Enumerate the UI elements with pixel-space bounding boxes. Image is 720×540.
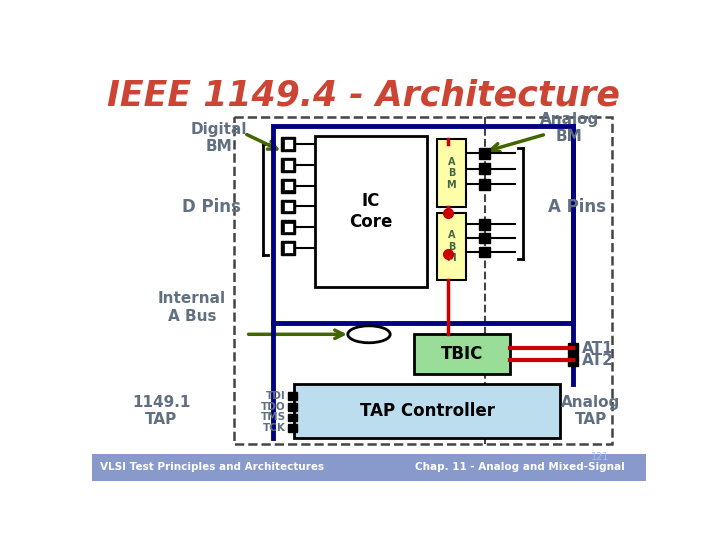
- Bar: [282, 200, 295, 213]
- Bar: [284, 139, 293, 148]
- Bar: [288, 392, 297, 400]
- Bar: [479, 179, 490, 190]
- Bar: [479, 247, 490, 257]
- Bar: [273, 126, 573, 323]
- Bar: [282, 179, 295, 193]
- Bar: [294, 384, 560, 438]
- Text: TMS: TMS: [261, 413, 286, 422]
- Text: VLSI Test Principles and Architectures: VLSI Test Principles and Architectures: [99, 462, 323, 472]
- Bar: [282, 241, 295, 255]
- Text: 121: 121: [590, 453, 609, 462]
- Bar: [288, 403, 297, 410]
- Bar: [567, 343, 578, 354]
- Text: TDO: TDO: [261, 402, 286, 411]
- Text: Internal
A Bus: Internal A Bus: [158, 291, 226, 323]
- Bar: [234, 117, 611, 444]
- Bar: [282, 137, 295, 151]
- Text: 1149.1
TAP: 1149.1 TAP: [132, 395, 190, 428]
- Bar: [479, 164, 490, 174]
- Bar: [282, 220, 295, 234]
- Bar: [284, 160, 293, 170]
- Text: Analog
TAP: Analog TAP: [561, 395, 621, 428]
- Bar: [284, 202, 293, 211]
- Text: Chap. 11 - Analog and Mixed-Signal: Chap. 11 - Analog and Mixed-Signal: [415, 462, 625, 472]
- Text: Analog
BM: Analog BM: [539, 112, 599, 144]
- Bar: [92, 454, 647, 481]
- Text: AT1: AT1: [582, 341, 614, 356]
- Bar: [414, 334, 510, 374]
- Text: TAP Controller: TAP Controller: [359, 402, 495, 420]
- Text: TCK: TCK: [263, 423, 286, 433]
- Bar: [288, 414, 297, 421]
- Text: AT2: AT2: [582, 353, 614, 368]
- Text: IEEE 1149.4 - Architecture: IEEE 1149.4 - Architecture: [107, 79, 620, 113]
- Text: A
B
M: A B M: [446, 157, 456, 190]
- Bar: [288, 424, 297, 432]
- Bar: [315, 137, 427, 287]
- Bar: [284, 244, 293, 253]
- Bar: [282, 158, 295, 172]
- Bar: [567, 355, 578, 366]
- Text: A Pins: A Pins: [548, 198, 606, 216]
- Bar: [479, 219, 490, 230]
- Text: A
B
M: A B M: [446, 230, 456, 263]
- Bar: [284, 222, 293, 232]
- Text: D Pins: D Pins: [181, 198, 240, 216]
- Bar: [479, 148, 490, 159]
- Text: IC
Core: IC Core: [349, 192, 392, 231]
- Text: TBIC: TBIC: [441, 345, 483, 363]
- Bar: [479, 233, 490, 244]
- Bar: [437, 139, 466, 207]
- Bar: [437, 213, 466, 280]
- Text: Digital
BM: Digital BM: [191, 122, 247, 154]
- Bar: [284, 181, 293, 190]
- Text: TDI: TDI: [266, 391, 286, 401]
